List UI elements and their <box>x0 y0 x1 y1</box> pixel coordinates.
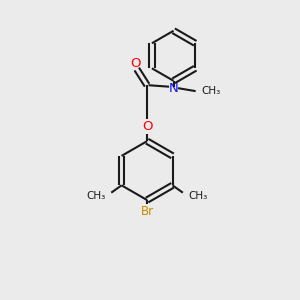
Text: CH₃: CH₃ <box>86 190 105 201</box>
Text: Br: Br <box>140 205 154 218</box>
Text: O: O <box>142 120 152 133</box>
Text: O: O <box>130 57 140 70</box>
Text: CH₃: CH₃ <box>202 86 221 96</box>
Text: N: N <box>169 82 178 95</box>
Text: CH₃: CH₃ <box>189 190 208 201</box>
